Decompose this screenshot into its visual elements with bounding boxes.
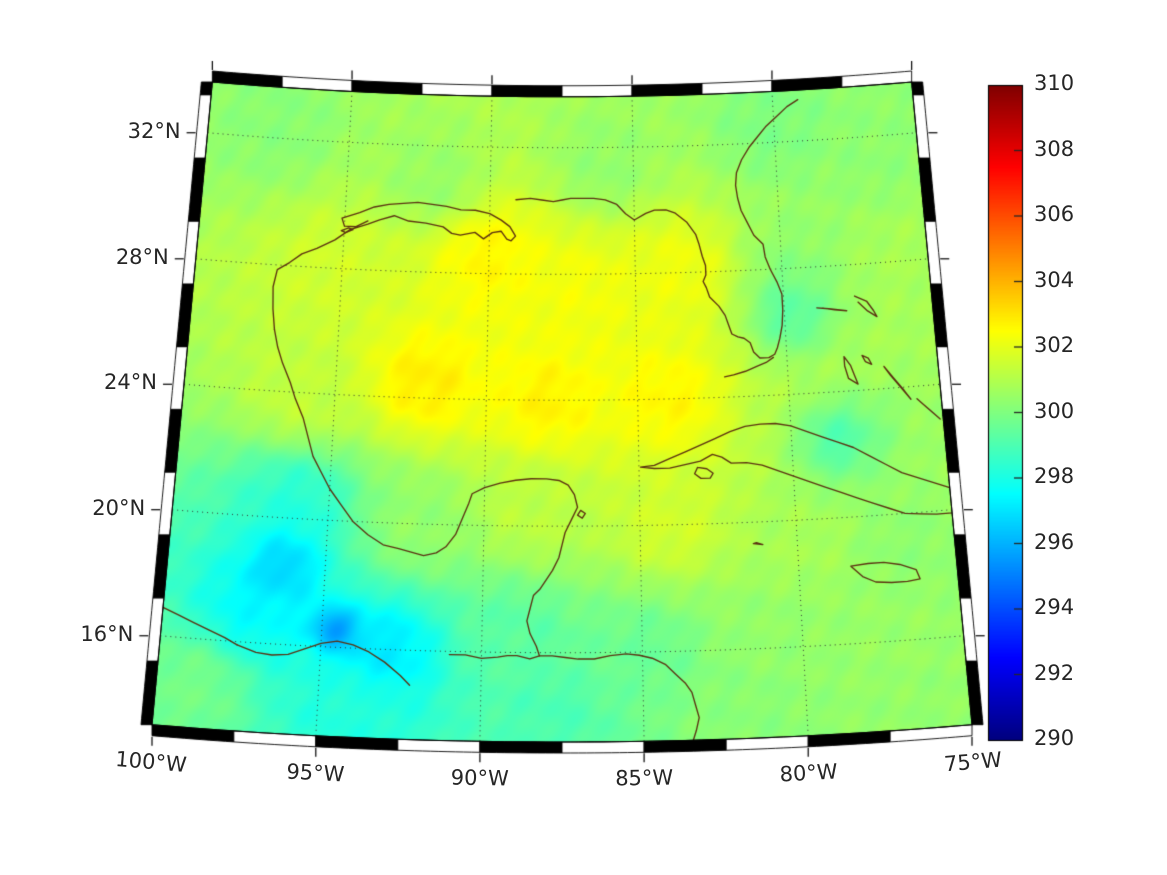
lat-tick-label-28°N: 28°N bbox=[115, 244, 169, 269]
lat-tick-label-24°N: 24°N bbox=[104, 370, 157, 395]
colorbar-tick-label-298: 298 bbox=[1034, 464, 1075, 488]
colorbar-tick-label-302: 302 bbox=[1034, 333, 1075, 357]
colorbar-tick-label-304: 304 bbox=[1034, 267, 1075, 292]
colorbar-tick-label-294: 294 bbox=[1034, 595, 1075, 619]
colorbar-tick-label-310: 310 bbox=[1034, 71, 1075, 95]
colorbar-tick-label-306: 306 bbox=[1034, 202, 1075, 226]
lat-tick-label-16°N: 16°N bbox=[80, 621, 134, 646]
lon-tick-label-90°W: 90°W bbox=[450, 765, 509, 791]
lat-tick-label-32°N: 32°N bbox=[127, 118, 181, 143]
colorbar-tick-label-292: 292 bbox=[1034, 660, 1075, 685]
colorbar-tick-label-300: 300 bbox=[1034, 398, 1075, 423]
colorbar-tick-label-296: 296 bbox=[1034, 529, 1075, 554]
lon-tick-label-85°W: 85°W bbox=[615, 765, 674, 791]
colorbar-tick-label-290: 290 bbox=[1034, 726, 1075, 750]
colorbar-tick-label-308: 308 bbox=[1034, 136, 1075, 161]
lat-tick-label-20°N: 20°N bbox=[92, 495, 146, 520]
